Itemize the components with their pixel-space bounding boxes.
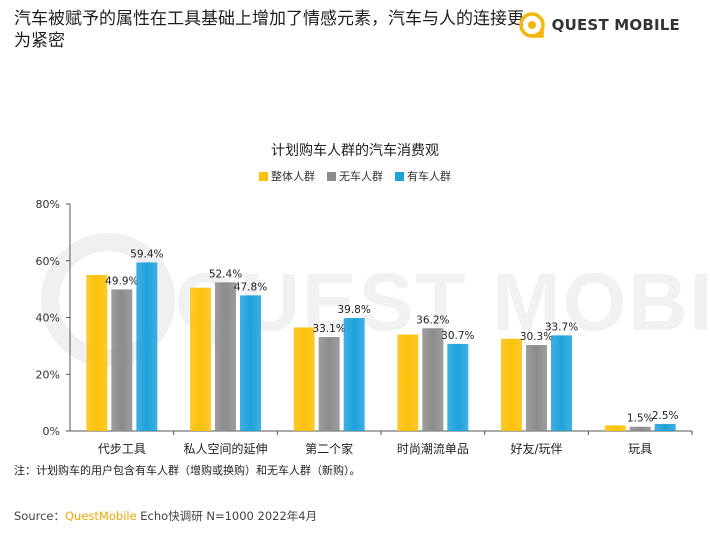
source-brand: QuestMobile xyxy=(65,509,137,523)
legend-label-series2: 无车人群 xyxy=(339,170,383,183)
data-label: 47.8% xyxy=(234,281,267,293)
bar-1-1 xyxy=(86,274,108,431)
brand-name: QUEST MOBILE xyxy=(551,16,680,34)
x-tick-label: 时尚潮流单品 xyxy=(397,441,469,456)
x-tick-label: 代步工具 xyxy=(98,442,146,456)
legend-label-series1: 整体人群 xyxy=(271,170,315,183)
data-label: 39.8% xyxy=(337,304,370,316)
data-label: 52.4% xyxy=(209,268,242,280)
bar-1-6 xyxy=(604,425,626,431)
legend-swatch-series2 xyxy=(327,171,336,181)
x-tick-label: 好友/玩伴 xyxy=(510,442,562,456)
bar-1-4 xyxy=(397,334,419,431)
bar-1-5 xyxy=(501,338,522,431)
data-label: 2.5% xyxy=(652,410,679,422)
x-tick-label: 第二个家 xyxy=(305,441,353,456)
legend-swatch-series1 xyxy=(259,171,268,181)
bar-3-4 xyxy=(447,343,469,431)
data-label: 30.7% xyxy=(441,330,474,342)
legend-item-series1: 整体人群 xyxy=(259,168,315,184)
legend: 整体人群 无车人群 有车人群 xyxy=(0,168,710,184)
data-label: 30.3% xyxy=(520,331,553,343)
data-label: 49.9% xyxy=(105,275,138,287)
y-tick-label: 0% xyxy=(43,425,60,438)
data-label: 36.2% xyxy=(416,314,449,326)
bar-3-6 xyxy=(654,423,676,431)
legend-label-series3: 有车人群 xyxy=(407,170,451,183)
y-tick-label: 40% xyxy=(36,312,60,325)
bar-chart: 0% 20% 40% 60% 80% 49.9% 59.4% 代步工具 52.4%47.8% 私人… xyxy=(36,198,693,456)
x-tick-label: 玩具 xyxy=(628,442,652,456)
bar-3-3 xyxy=(343,318,365,431)
bar-2-6 xyxy=(629,426,651,431)
brand-logo: QUEST MOBILE xyxy=(518,11,680,39)
x-tick-label: 私人空间的延伸 xyxy=(183,441,267,456)
data-label: 33.7% xyxy=(545,321,578,333)
source-rest: Echo快调研 N=1000 2022年4月 xyxy=(136,509,318,523)
source-prefix: Source： xyxy=(14,509,65,523)
bar-2-2 xyxy=(215,282,236,431)
data-label: 59.4% xyxy=(130,248,163,260)
legend-swatch-series3 xyxy=(395,171,404,181)
questmobile-logo-icon xyxy=(518,12,545,38)
bar-1-3 xyxy=(293,327,315,431)
data-label: 33.1% xyxy=(312,323,345,335)
bar-2-4 xyxy=(422,328,444,431)
bar-2-1 xyxy=(111,289,133,431)
y-tick-label: 60% xyxy=(36,255,60,268)
bar-3-1 xyxy=(136,262,158,431)
footnote: 注：计划购车的用户包含有车人群（增购或换购）和无车人群（新购）。 xyxy=(14,464,361,477)
bar-1-2 xyxy=(190,287,211,431)
bar-2-3 xyxy=(318,337,340,431)
y-tick-label: 80% xyxy=(36,198,60,211)
data-label: 1.5% xyxy=(627,413,654,425)
bar-3-2 xyxy=(240,295,261,431)
bar-3-5 xyxy=(551,335,572,431)
source-line: Source：QuestMobile Echo快调研 N=1000 2022年4… xyxy=(14,508,317,524)
y-tick-label: 20% xyxy=(36,368,60,381)
legend-item-series2: 无车人群 xyxy=(327,168,383,184)
chart-title: 计划购车人群的汽车消费观 xyxy=(271,143,439,159)
bar-2-5 xyxy=(526,345,547,431)
headline: 汽车被赋予的属性在工具基础上增加了情感元素，汽车与人的连接更为紧密 xyxy=(14,9,524,51)
legend-item-series3: 有车人群 xyxy=(395,168,451,184)
